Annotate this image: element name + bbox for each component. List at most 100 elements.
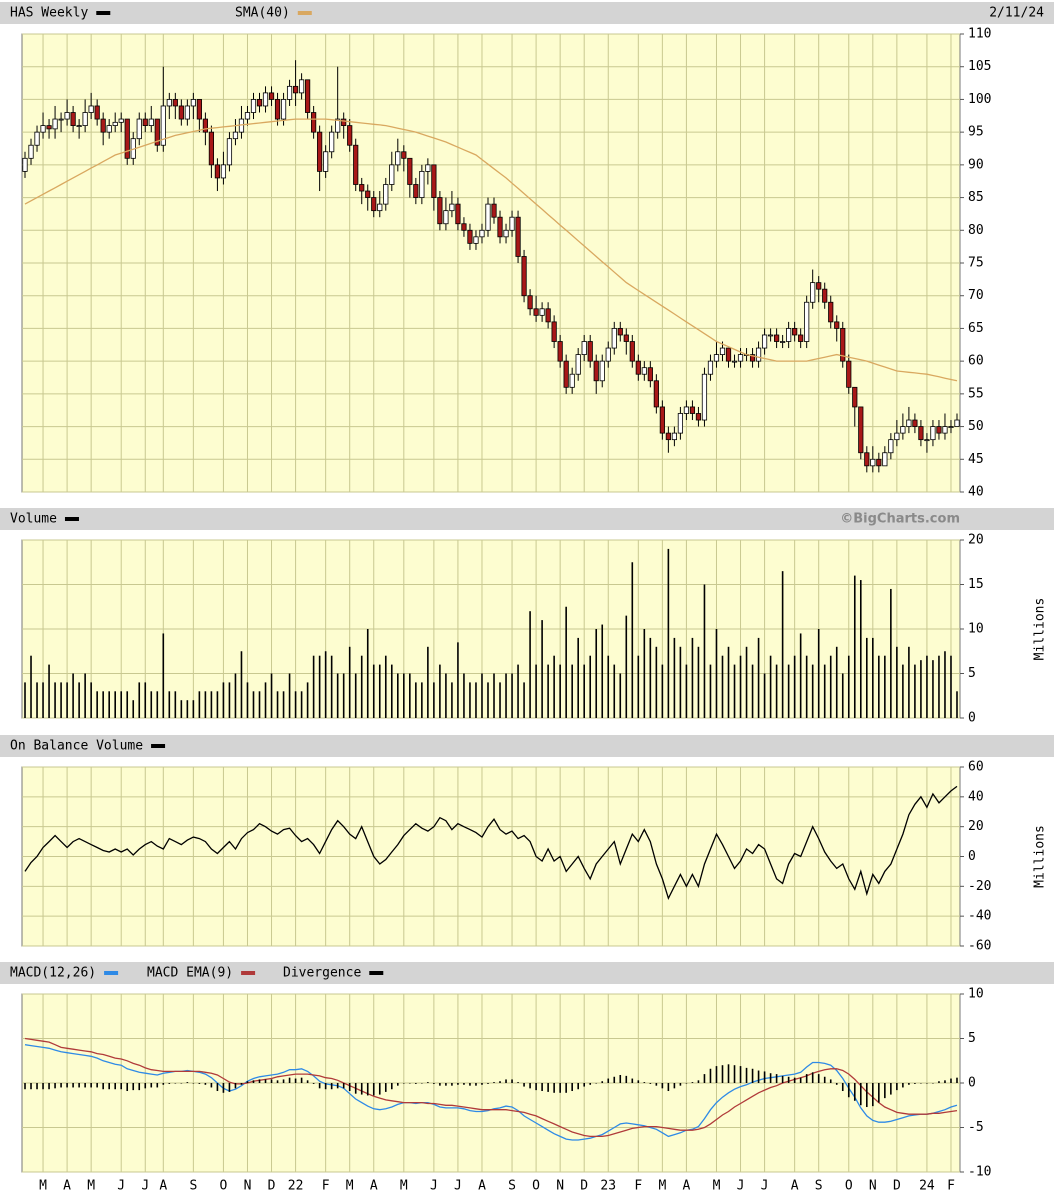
- y-tick-label: 105: [968, 59, 991, 74]
- y-tick-label: 75: [968, 256, 984, 271]
- candle-body: [798, 334, 804, 342]
- bar: [192, 1083, 195, 1084]
- bar: [523, 682, 525, 718]
- bar: [409, 673, 411, 718]
- bar: [908, 646, 910, 718]
- bar: [697, 646, 700, 718]
- bar: [84, 673, 86, 718]
- bar: [54, 682, 56, 718]
- candle-body: [461, 223, 467, 231]
- header-bar: [0, 735, 1054, 757]
- bar: [216, 1083, 219, 1092]
- bar: [517, 1082, 519, 1083]
- candle-body: [569, 373, 575, 388]
- bar: [102, 691, 104, 718]
- candle-body: [455, 203, 461, 225]
- candle-body: [864, 452, 870, 467]
- candle-body: [683, 406, 690, 414]
- candle-body: [858, 406, 864, 454]
- bar: [342, 1083, 345, 1089]
- legend-label: Volume: [10, 512, 57, 527]
- candle-body: [677, 413, 684, 434]
- bar: [96, 1083, 98, 1088]
- bar: [932, 660, 934, 718]
- candle-body: [521, 256, 527, 297]
- x-tick-label: A: [159, 1179, 167, 1194]
- y-tick-label: 80: [968, 223, 984, 238]
- bar: [559, 664, 561, 718]
- bar: [354, 673, 357, 718]
- candle-body: [629, 341, 635, 362]
- bar: [679, 1083, 682, 1086]
- bar: [890, 588, 892, 718]
- x-tick-label: J: [430, 1179, 438, 1194]
- bar: [775, 664, 778, 718]
- bar: [649, 1083, 652, 1084]
- bar: [270, 1079, 273, 1083]
- bar: [403, 1083, 405, 1084]
- candle-body: [852, 386, 858, 408]
- bar: [342, 673, 345, 718]
- candle-body: [731, 360, 738, 363]
- bar: [601, 1081, 604, 1083]
- bar: [619, 1074, 622, 1083]
- bar: [799, 633, 802, 718]
- bar: [805, 1074, 808, 1083]
- candle-body: [485, 203, 491, 231]
- bar: [763, 1071, 766, 1083]
- candle-body: [88, 105, 94, 113]
- x-tick-label: O: [845, 1179, 853, 1194]
- legend-swatch: [297, 11, 312, 15]
- bar: [908, 1083, 910, 1085]
- bar: [318, 655, 321, 718]
- candle-body: [292, 85, 299, 94]
- bar: [451, 1083, 453, 1086]
- candle-body: [635, 360, 641, 375]
- bar: [451, 682, 453, 718]
- bar: [174, 691, 177, 718]
- bar: [559, 1083, 561, 1093]
- y-tick-label: 100: [968, 92, 991, 107]
- candle-body: [232, 131, 239, 140]
- candle-body: [136, 118, 142, 140]
- candle-body: [323, 151, 329, 172]
- bar: [24, 1083, 26, 1090]
- series-line: [24, 118, 958, 382]
- candle-body: [226, 138, 233, 166]
- candle-body: [280, 99, 287, 120]
- bar: [481, 1083, 483, 1085]
- x-tick-label: A: [63, 1179, 71, 1194]
- bar: [902, 664, 904, 718]
- bar: [144, 1083, 147, 1089]
- candle-body: [244, 112, 251, 120]
- candle-body: [755, 347, 762, 362]
- bar: [469, 682, 471, 718]
- candle-body: [497, 216, 503, 238]
- candle-body: [689, 406, 696, 414]
- bar: [48, 1083, 50, 1090]
- candle-body: [551, 321, 557, 342]
- bar: [174, 1083, 177, 1084]
- candle-body: [431, 164, 437, 198]
- candle-body: [599, 360, 605, 382]
- bar: [896, 1083, 898, 1091]
- bar: [192, 700, 195, 718]
- y-tick-label: 0: [968, 711, 976, 726]
- bar: [499, 1081, 501, 1083]
- candle-body: [816, 282, 822, 290]
- legend-label: MACD EMA(9): [147, 966, 233, 981]
- bar: [793, 1077, 796, 1083]
- bar: [330, 1083, 333, 1090]
- legend-swatch: [241, 971, 256, 975]
- x-tick-label: A: [370, 1179, 378, 1194]
- legend-swatch: [151, 744, 166, 748]
- candle-body: [286, 85, 293, 100]
- candle-body: [515, 216, 521, 257]
- bar: [613, 664, 616, 718]
- bar: [234, 1083, 237, 1089]
- candle-body: [298, 79, 305, 94]
- bar: [505, 1079, 507, 1083]
- x-tick-label: S: [815, 1179, 823, 1194]
- bar: [529, 611, 531, 718]
- candle-body: [401, 151, 407, 159]
